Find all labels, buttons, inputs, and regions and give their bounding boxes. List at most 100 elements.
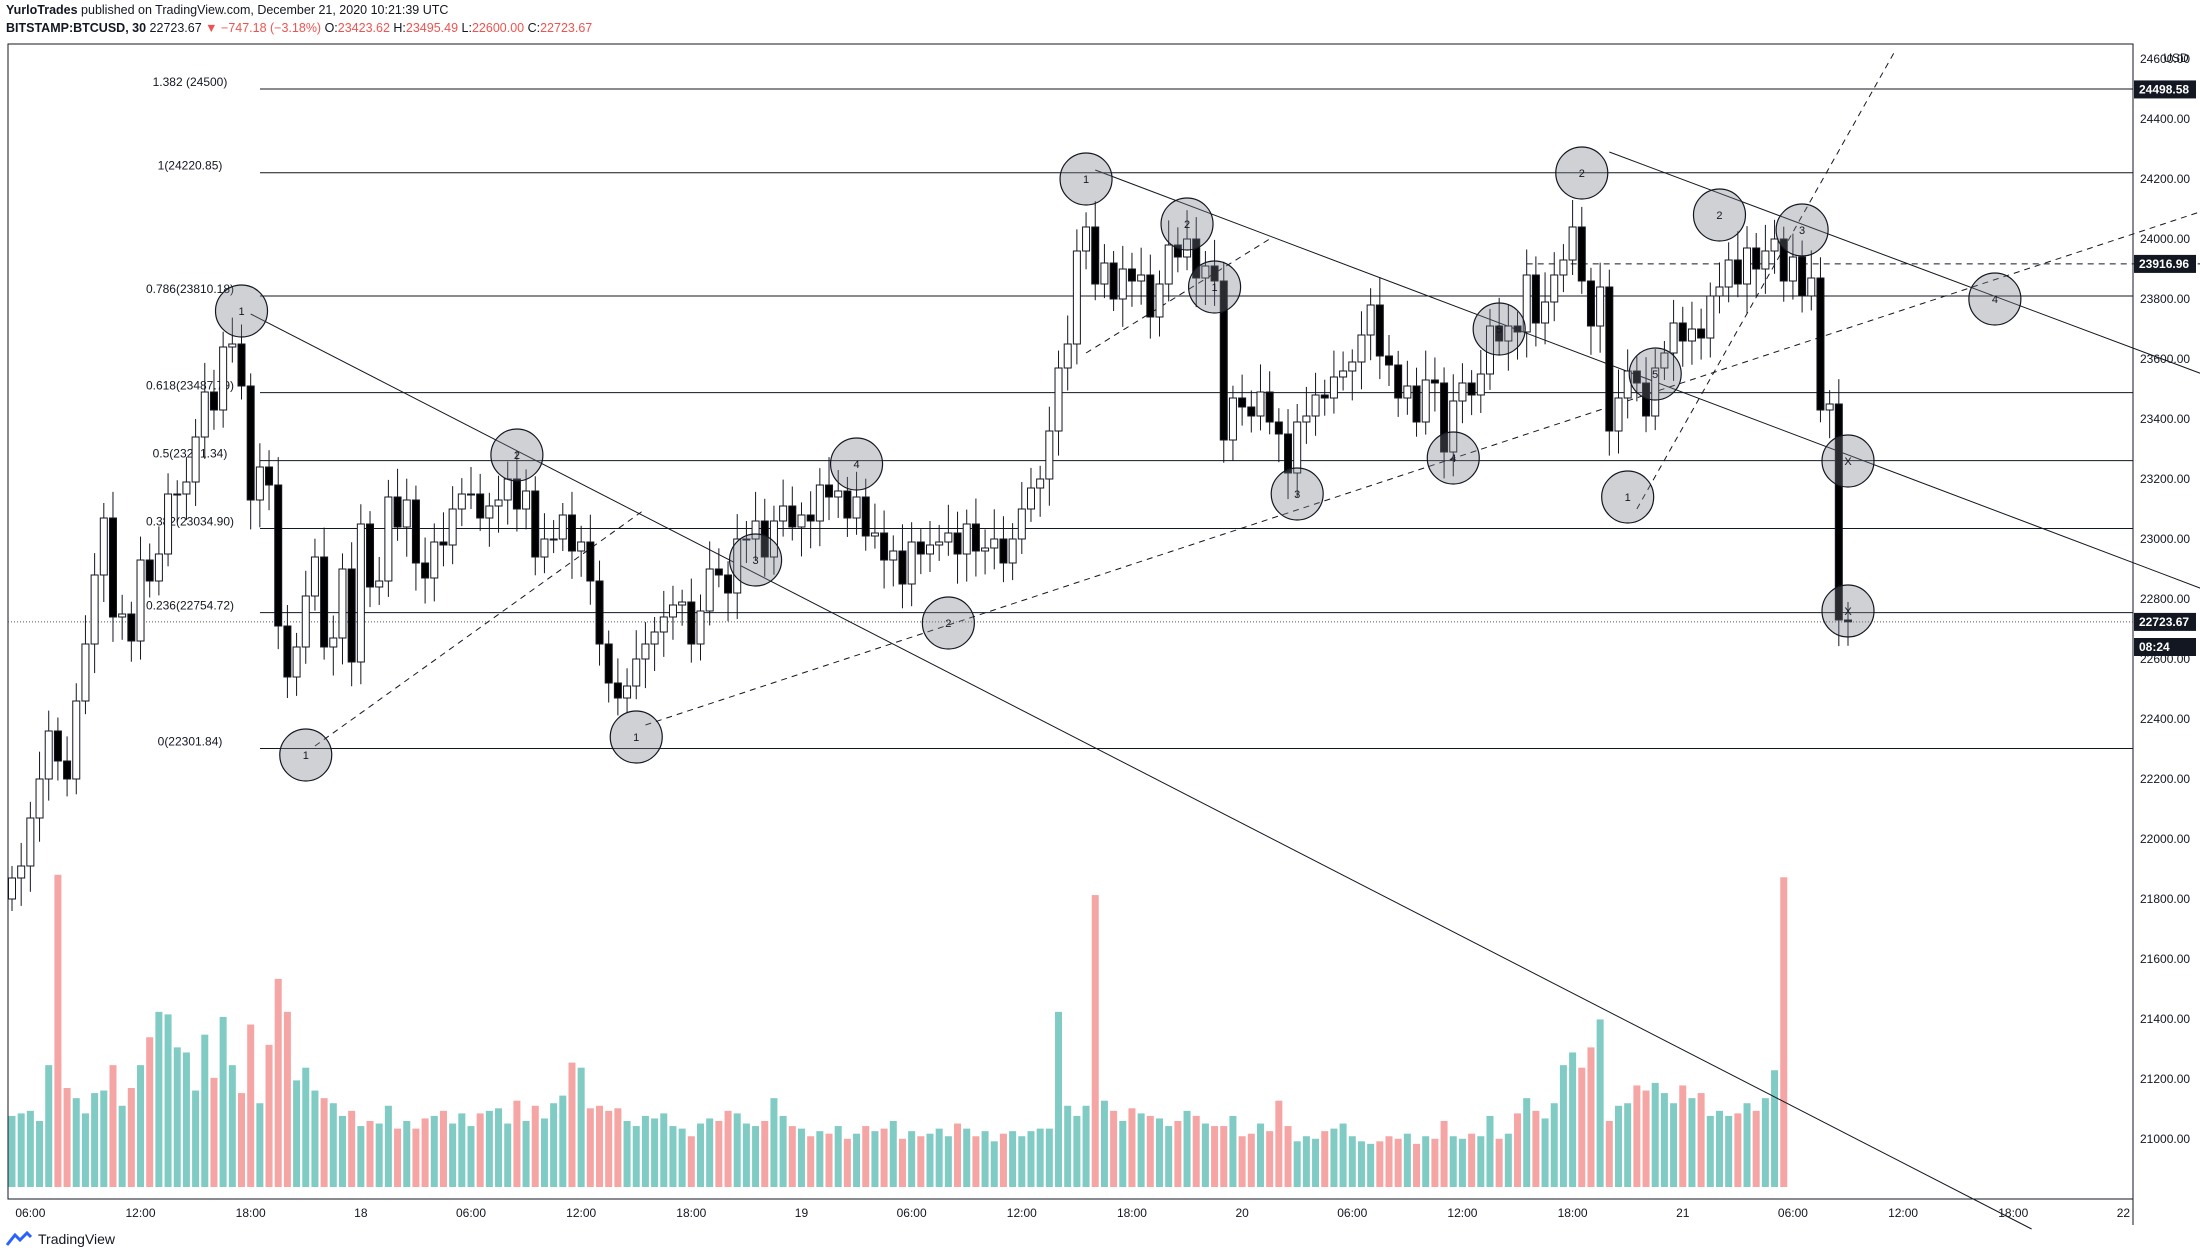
candle-up xyxy=(668,604,677,618)
volume-bar xyxy=(1284,1126,1292,1187)
volume-bar xyxy=(752,1126,760,1187)
volume-bar xyxy=(1110,1110,1118,1187)
candle-down xyxy=(586,541,595,582)
volume-bar xyxy=(219,1016,227,1187)
volume-bar xyxy=(91,1093,99,1187)
volume-bar xyxy=(36,1121,44,1187)
volume-bar xyxy=(1064,1105,1072,1187)
volume-bar xyxy=(164,1014,172,1187)
volume-bar xyxy=(1697,1093,1705,1187)
volume-bar xyxy=(1780,877,1788,1187)
volume-bar xyxy=(1771,1070,1779,1187)
candle-down xyxy=(1173,244,1182,258)
candle-up xyxy=(632,658,641,687)
volume-bar xyxy=(155,1011,163,1187)
candle-down xyxy=(1109,262,1118,300)
volume-bar xyxy=(1449,1136,1457,1187)
y-tick-label: 24400.00 xyxy=(2140,112,2190,126)
volume-bar xyxy=(192,1090,200,1187)
candle-up xyxy=(1036,478,1045,489)
candle-down xyxy=(127,613,136,642)
candle-down xyxy=(999,538,1008,564)
fib-level-label: 0.236(22754.72) xyxy=(146,599,234,613)
volume-bar xyxy=(100,1090,108,1187)
candle-up xyxy=(889,550,898,561)
candle-down xyxy=(512,478,521,510)
tradingview-footer[interactable]: TradingView xyxy=(6,1231,115,1247)
wave-label: X xyxy=(1844,456,1852,468)
candle-down xyxy=(1531,274,1540,324)
candle-down xyxy=(1375,304,1384,357)
volume-bar xyxy=(1256,1123,1264,1187)
candle-up xyxy=(659,616,668,633)
volume-bar xyxy=(1275,1100,1283,1187)
volume-bar xyxy=(1615,1105,1622,1187)
volume-bar xyxy=(559,1095,567,1187)
wave-circle xyxy=(1426,431,1480,485)
candle-up xyxy=(696,610,705,645)
candle-up xyxy=(35,778,44,819)
volume-bar xyxy=(293,1080,301,1187)
wave-circle xyxy=(1628,347,1682,401)
candle-up xyxy=(1476,373,1485,396)
open-label: O: xyxy=(324,21,338,35)
x-tick-label: 12:00 xyxy=(1447,1206,1477,1220)
volume-bar xyxy=(1660,1093,1668,1187)
volume-bar xyxy=(348,1110,356,1187)
volume-bar xyxy=(458,1113,466,1187)
candle-up xyxy=(870,532,879,537)
candle-up xyxy=(1559,259,1568,276)
candle-up xyxy=(1651,367,1660,417)
candle-up xyxy=(779,505,788,522)
volume-bar xyxy=(439,1110,447,1187)
volume-bar xyxy=(807,1136,815,1187)
volume-bar xyxy=(1339,1123,1347,1187)
volume-bar xyxy=(1367,1143,1375,1187)
volume-bar xyxy=(981,1131,989,1187)
wave-circle xyxy=(1187,260,1242,314)
candle-up xyxy=(356,523,365,663)
volume-bar xyxy=(1642,1090,1650,1187)
candle-up xyxy=(448,508,457,546)
y-tick-label: 23600.00 xyxy=(2140,352,2190,366)
volume-bar xyxy=(697,1123,704,1187)
price-tag-label: 08:24 xyxy=(2139,640,2170,654)
volume-bar xyxy=(733,1113,741,1187)
volume-bar xyxy=(724,1110,732,1187)
candle-down xyxy=(1467,382,1476,396)
candle-up xyxy=(1256,391,1265,417)
volume-bar xyxy=(1385,1136,1393,1187)
volume-bar xyxy=(1128,1108,1136,1187)
candle-down xyxy=(53,730,62,762)
candle-down xyxy=(760,520,769,558)
candle-up xyxy=(1228,397,1237,441)
x-tick-label: 12:00 xyxy=(126,1206,156,1220)
candle-down xyxy=(806,514,815,522)
trend-line xyxy=(1609,151,2200,374)
volume-bar xyxy=(1486,1115,1494,1187)
candle-down xyxy=(613,682,622,699)
candle-down xyxy=(788,505,797,528)
volume-bar xyxy=(761,1121,769,1187)
y-tick-label: 24000.00 xyxy=(2140,232,2190,246)
candle-up xyxy=(1183,238,1192,258)
wave-label: 4 xyxy=(1450,453,1456,465)
candle-up xyxy=(1504,325,1513,342)
volume-bar xyxy=(1477,1136,1485,1187)
candle-up xyxy=(1293,421,1302,474)
volume-bar xyxy=(375,1123,383,1187)
candle-up xyxy=(90,574,99,645)
volume-bar xyxy=(412,1128,420,1187)
wave-circle xyxy=(829,437,884,491)
candle-up xyxy=(650,631,659,645)
volume-bar xyxy=(1293,1141,1301,1187)
volume-bar xyxy=(366,1121,374,1187)
volume-bar xyxy=(1651,1082,1659,1187)
volume-bar xyxy=(797,1128,805,1187)
candle-up xyxy=(182,481,191,495)
volume-bar xyxy=(476,1113,484,1187)
author-name[interactable]: YurloTrades xyxy=(6,3,78,17)
candle-down xyxy=(366,523,375,588)
volume-bar xyxy=(72,1098,80,1187)
